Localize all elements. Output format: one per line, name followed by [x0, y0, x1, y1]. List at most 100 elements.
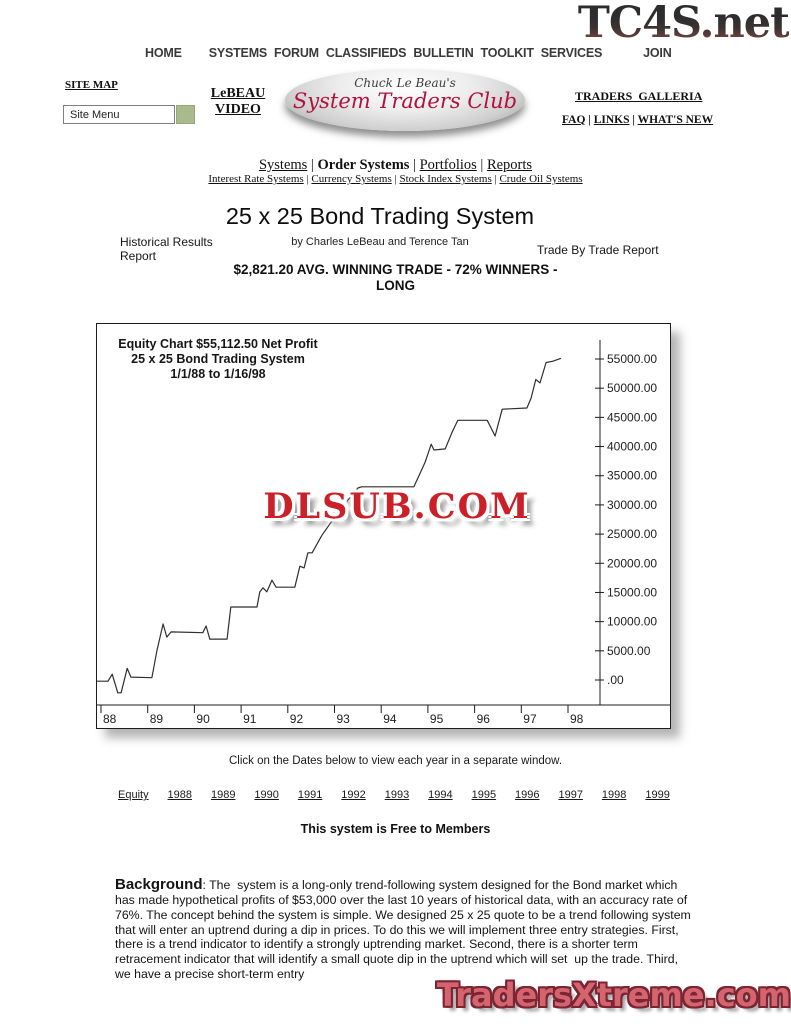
year-link-1990[interactable]: 1990: [254, 789, 279, 801]
breadcrumb-primary: Systems | Order Systems | Portfolios | R…: [0, 157, 791, 174]
chart-title-line1: Equity Chart $55,112.50 Net Profit: [118, 337, 318, 351]
x-tick-label: 93: [337, 712, 351, 726]
y-tick-label: 20000.00: [607, 556, 657, 570]
equity-chart-svg: .00 5000.00 10000.00 15000.00 20000.00 25000.…: [97, 340, 670, 726]
year-link-1998[interactable]: 1998: [601, 789, 627, 801]
year-link-1992[interactable]: 1992: [341, 789, 366, 801]
nav-item-join[interactable]: JOIN: [643, 46, 672, 60]
nav-item-home[interactable]: HOME: [145, 46, 182, 60]
club-owner-text: Chuck Le Beau's: [354, 76, 456, 90]
y-tick-label: 15000.00: [607, 585, 657, 599]
page-title: 25 x 25 Bond Trading System: [225, 203, 535, 229]
year-link-1996[interactable]: 1996: [515, 789, 540, 801]
headline-claim: $2,821.20 AVG. WINNING TRADE - 72% WINNE…: [8, 262, 783, 293]
site-menu-input[interactable]: [63, 105, 175, 124]
equity-link[interactable]: Equity: [118, 789, 149, 801]
claim-line1: $2,821.20 AVG. WINNING TRADE - 72% WINNE…: [233, 262, 558, 277]
crumb-portfolios[interactable]: Portfolios: [419, 157, 477, 173]
crumb-separator: |: [491, 173, 500, 185]
y-tick-label: 10000.00: [607, 615, 657, 629]
breadcrumb-secondary: Interest Rate Systems | Currency Systems…: [0, 173, 791, 185]
crumb-separator: |: [409, 157, 420, 173]
year-link-1991[interactable]: 1991: [297, 789, 323, 801]
faq-separator: |: [585, 114, 594, 126]
background-body: : The system is a long-only trend-follow…: [115, 878, 695, 982]
y-tick-label: 50000.00: [607, 381, 657, 395]
crumb-separator: |: [307, 157, 318, 173]
club-name-text: System Traders Club: [292, 89, 518, 113]
site-menu: [63, 105, 195, 124]
year-link-1997[interactable]: 1997: [558, 789, 583, 801]
trade-by-trade-report-link[interactable]: Trade By Trade Report: [537, 243, 659, 257]
lebeau-video-link[interactable]: LeBEAU VIDEO: [203, 86, 273, 118]
y-tick-label: .00: [607, 673, 624, 687]
y-tick-label: 45000.00: [607, 410, 657, 424]
links-link[interactable]: LINKS: [593, 114, 630, 126]
tc4s-logo[interactable]: TC4S.net: [577, 0, 790, 48]
claim-line2: LONG: [376, 277, 415, 293]
y-tick-label: 25000.00: [607, 527, 657, 541]
x-tick-label: 91: [243, 712, 257, 726]
year-link-1995[interactable]: 1995: [471, 789, 497, 801]
nav-item-classifieds[interactable]: CLASSIFIEDS: [325, 46, 407, 60]
crumb-order-systems[interactable]: Order Systems: [317, 157, 410, 173]
site-menu-go-button[interactable]: [176, 105, 195, 124]
equity-chart: .00 5000.00 10000.00 15000.00 20000.00 25000.…: [96, 323, 671, 729]
year-link-1988[interactable]: 1988: [167, 789, 193, 801]
date-links-row: Equity 1988 1989 1990 1991 1992 1993 1994 1995 19…: [118, 789, 670, 801]
y-tick-label: 5000.00: [607, 644, 651, 658]
lebeau-video-line2: VIDEO: [215, 102, 261, 117]
x-tick-label: 97: [523, 712, 537, 726]
faq-link[interactable]: FAQ: [562, 114, 586, 126]
nav-item-toolkit[interactable]: TOOLKIT: [480, 46, 534, 60]
year-link-1994[interactable]: 1994: [428, 789, 453, 801]
x-tick-label: 95: [430, 712, 444, 726]
crumb-currency-systems[interactable]: Currency Systems: [311, 173, 392, 185]
nav-item-systems[interactable]: SYSTEMS: [208, 46, 268, 60]
click-dates-instruction: Click on the Dates below to view each ye…: [228, 755, 563, 767]
crumb-separator: |: [303, 173, 312, 185]
system-traders-club-logo[interactable]: Chuck Le Beau's System Traders Club: [285, 69, 525, 131]
chart-title-line3: 1/1/88 to 1/16/98: [170, 367, 266, 381]
x-tick-label: 88: [103, 712, 117, 726]
equity-curve: [97, 357, 562, 694]
faq-links-row: FAQ | LINKS | WHAT'S NEW: [562, 114, 713, 126]
x-tick-label: 96: [477, 712, 491, 726]
background-paragraph: Background: The system is a long-only tr…: [115, 876, 695, 982]
dlsub-watermark: DLSUB.COM: [263, 486, 531, 527]
what-s-new-link[interactable]: WHAT'S NEW: [637, 114, 714, 126]
crumb-separator: |: [391, 173, 400, 185]
historical-results-report-link[interactable]: Historical Results Report: [120, 235, 213, 263]
year-link-1989[interactable]: 1989: [210, 789, 236, 801]
nav-item-bulletin[interactable]: BULLETIN: [413, 46, 474, 60]
y-tick-label: 40000.00: [607, 440, 657, 454]
x-tick-label: 92: [290, 712, 304, 726]
x-tick-label: 98: [570, 712, 584, 726]
chart-title: Equity Chart $55,112.50 Net Profit 25 x …: [111, 337, 325, 382]
y-tick-label: 35000.00: [607, 469, 657, 483]
background-heading: Background: [115, 876, 203, 894]
year-link-1993[interactable]: 1993: [384, 789, 410, 801]
x-tick-label: 90: [196, 712, 210, 726]
crumb-stock-index-systems[interactable]: Stock Index Systems: [399, 173, 492, 185]
main-nav: HOME SYSTEMS FORUM CLASSIFIEDS BULLETIN TOOLK…: [145, 46, 672, 60]
crumb-reports[interactable]: Reports: [486, 157, 533, 173]
tradersxtreme-logo: TradersXtreme.com: [436, 976, 791, 1014]
chart-title-line2: 25 x 25 Bond Trading System: [131, 352, 305, 366]
y-tick-label: 55000.00: [607, 352, 657, 366]
free-to-members-text: This system is Free to Members: [300, 822, 491, 836]
year-link-1999[interactable]: 1999: [645, 789, 670, 801]
faq-separator: |: [629, 114, 638, 126]
y-tick-label: 30000.00: [607, 498, 657, 512]
nav-item-forum[interactable]: FORUM: [274, 46, 319, 60]
crumb-crude-oil-systems[interactable]: Crude Oil Systems: [499, 173, 583, 185]
site-map-link[interactable]: SITE MAP: [65, 79, 118, 91]
traders-galleria-link[interactable]: TRADERS GALLERIA: [575, 89, 703, 103]
nav-item-services[interactable]: SERVICES: [540, 46, 603, 60]
crumb-systems[interactable]: Systems: [258, 157, 308, 173]
x-tick-label: 94: [383, 712, 397, 726]
byline: by Charles LeBeau and Terence Tan: [291, 236, 469, 248]
crumb-separator: |: [476, 157, 487, 173]
crumb-interest-rate-systems[interactable]: Interest Rate Systems: [208, 173, 304, 185]
